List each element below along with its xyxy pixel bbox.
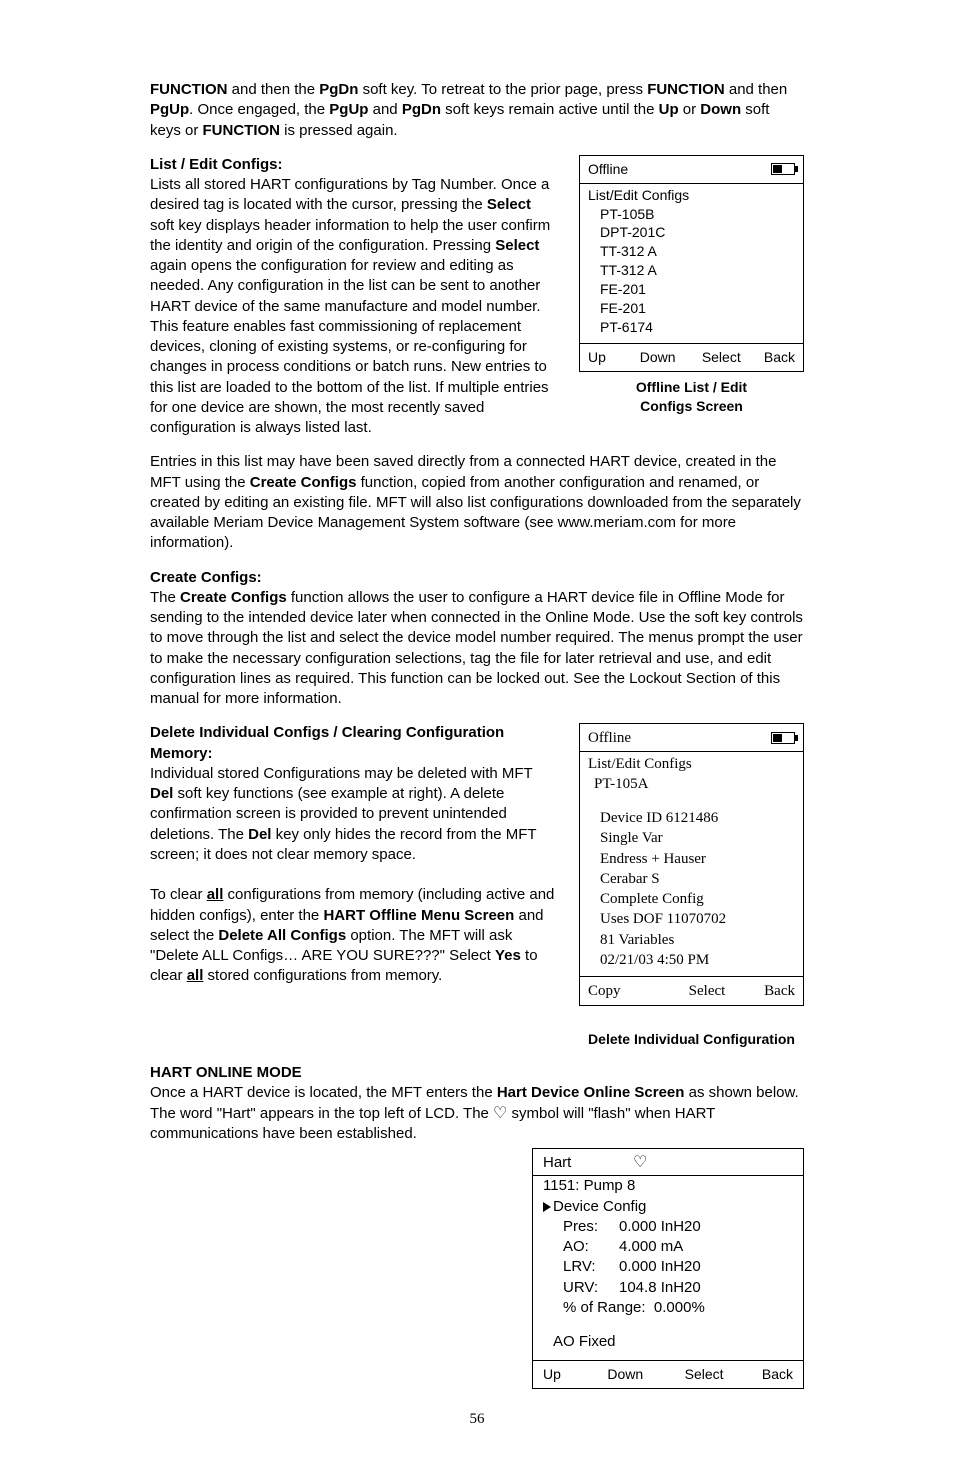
lcd2-subtitle: List/Edit Configs (588, 754, 795, 774)
kw-function: FUNCTION (203, 122, 281, 139)
online-heading: HART ONLINE MODE (150, 1064, 302, 1081)
lcd3-device-line: 1151: Pump 8 (543, 1176, 793, 1196)
heart-icon: ♡ (633, 1155, 647, 1171)
list-item: Endress + Hauser (588, 849, 795, 869)
kw-pgdn: PgDn (319, 81, 358, 98)
page-number: 56 (150, 1409, 804, 1429)
list-item: 81 Variables (588, 930, 795, 950)
list-edit-section: Offline List/Edit Configs PT-105B DPT-20… (150, 155, 804, 439)
lcd3-device-config: Device Config (543, 1197, 793, 1217)
table-row: URV:104.8 InH20 (543, 1278, 793, 1298)
delete-heading: Delete Individual Configs / Clearing Con… (150, 724, 504, 761)
lcd3-title: Hart (543, 1153, 633, 1173)
lcd3-softkeys: Up Down Select Back (533, 1360, 803, 1388)
softkey-select[interactable]: Select (685, 1365, 762, 1384)
lcd1-title: Offline (588, 160, 628, 179)
kw-down: Down (700, 101, 741, 118)
lcd1-wrapper: Offline List/Edit Configs PT-105B DPT-20… (579, 155, 804, 416)
list-item: Uses DOF 11070702 (588, 909, 795, 929)
list-item: Cerabar S (588, 869, 795, 889)
table-row: LRV:0.000 InH20 (543, 1257, 793, 1277)
softkey-back[interactable]: Back (764, 348, 795, 367)
online-mode-section: HART ONLINE MODE Once a HART device is l… (150, 1063, 804, 1389)
softkey-back[interactable]: Back (762, 1365, 793, 1384)
lcd2-title: Offline (588, 728, 631, 748)
create-configs-heading: Create Configs: (150, 569, 262, 586)
softkey-up[interactable]: Up (543, 1365, 607, 1384)
list-item: 02/21/03 4:50 PM (588, 950, 795, 970)
list-edit-heading: List / Edit Configs: (150, 156, 283, 173)
list-item: TT-312 A (588, 261, 795, 280)
lcd2-screen: Offline List/Edit Configs PT-105A Device… (579, 723, 804, 1006)
arrow-right-icon (543, 1202, 551, 1212)
intro-paragraph: FUNCTION and then the PgDn soft key. To … (150, 80, 804, 141)
softkey-down[interactable]: Down (640, 348, 702, 367)
softkey-up[interactable]: Up (588, 348, 640, 367)
lcd1-caption: Offline List / Edit Configs Screen (579, 378, 804, 416)
softkey-select[interactable]: Select (689, 981, 765, 1001)
list-item: TT-312 A (588, 242, 795, 261)
list-item: FE-201 (588, 280, 795, 299)
kw-pgup: PgUp (150, 101, 189, 118)
lcd1-subtitle: List/Edit Configs (588, 186, 795, 205)
list-item: Single Var (588, 828, 795, 848)
list-item: FE-201 (588, 299, 795, 318)
list-item: PT-105B (588, 205, 795, 224)
list-item: Device ID 6121486 (588, 808, 795, 828)
softkey-select[interactable]: Select (702, 348, 764, 367)
lcd1-softkeys: Up Down Select Back (580, 343, 803, 371)
list-item: Complete Config (588, 889, 795, 909)
lcd2-softkeys: Copy Select Back (580, 976, 803, 1005)
table-row: Pres:0.000 InH20 (543, 1217, 793, 1237)
lcd3-ao-fixed: AO Fixed (543, 1332, 793, 1352)
softkey-copy[interactable]: Copy (588, 981, 689, 1001)
battery-icon (771, 732, 795, 744)
lcd2-wrapper: Offline List/Edit Configs PT-105A Device… (579, 723, 804, 1049)
entries-paragraph: Entries in this list may have been saved… (150, 452, 804, 553)
kw-pgup: PgUp (329, 101, 368, 118)
lcd2-caption: Delete Individual Configuration (579, 1030, 804, 1049)
battery-icon (771, 163, 795, 175)
softkey-back[interactable]: Back (764, 981, 795, 1001)
kw-pgdn: PgDn (402, 101, 441, 118)
kw-function: FUNCTION (150, 81, 228, 98)
list-item: PT-6174 (588, 318, 795, 337)
table-row: % of Range: 0.000% (543, 1298, 793, 1318)
softkey-down[interactable]: Down (607, 1365, 684, 1384)
lcd1-screen: Offline List/Edit Configs PT-105B DPT-20… (579, 155, 804, 372)
list-item: DPT-201C (588, 223, 795, 242)
lcd2-tag: PT-105A (588, 774, 795, 794)
kw-function: FUNCTION (647, 81, 725, 98)
kw-up: Up (659, 101, 679, 118)
delete-section: Offline List/Edit Configs PT-105A Device… (150, 723, 804, 1049)
table-row: AO:4.000 mA (543, 1237, 793, 1257)
lcd3-screen: Hart ♡ 1151: Pump 8 Device Config Pres:0… (532, 1148, 804, 1389)
create-configs-section: Create Configs: The Create Configs funct… (150, 568, 804, 710)
heart-icon: ♡ (493, 1105, 507, 1122)
